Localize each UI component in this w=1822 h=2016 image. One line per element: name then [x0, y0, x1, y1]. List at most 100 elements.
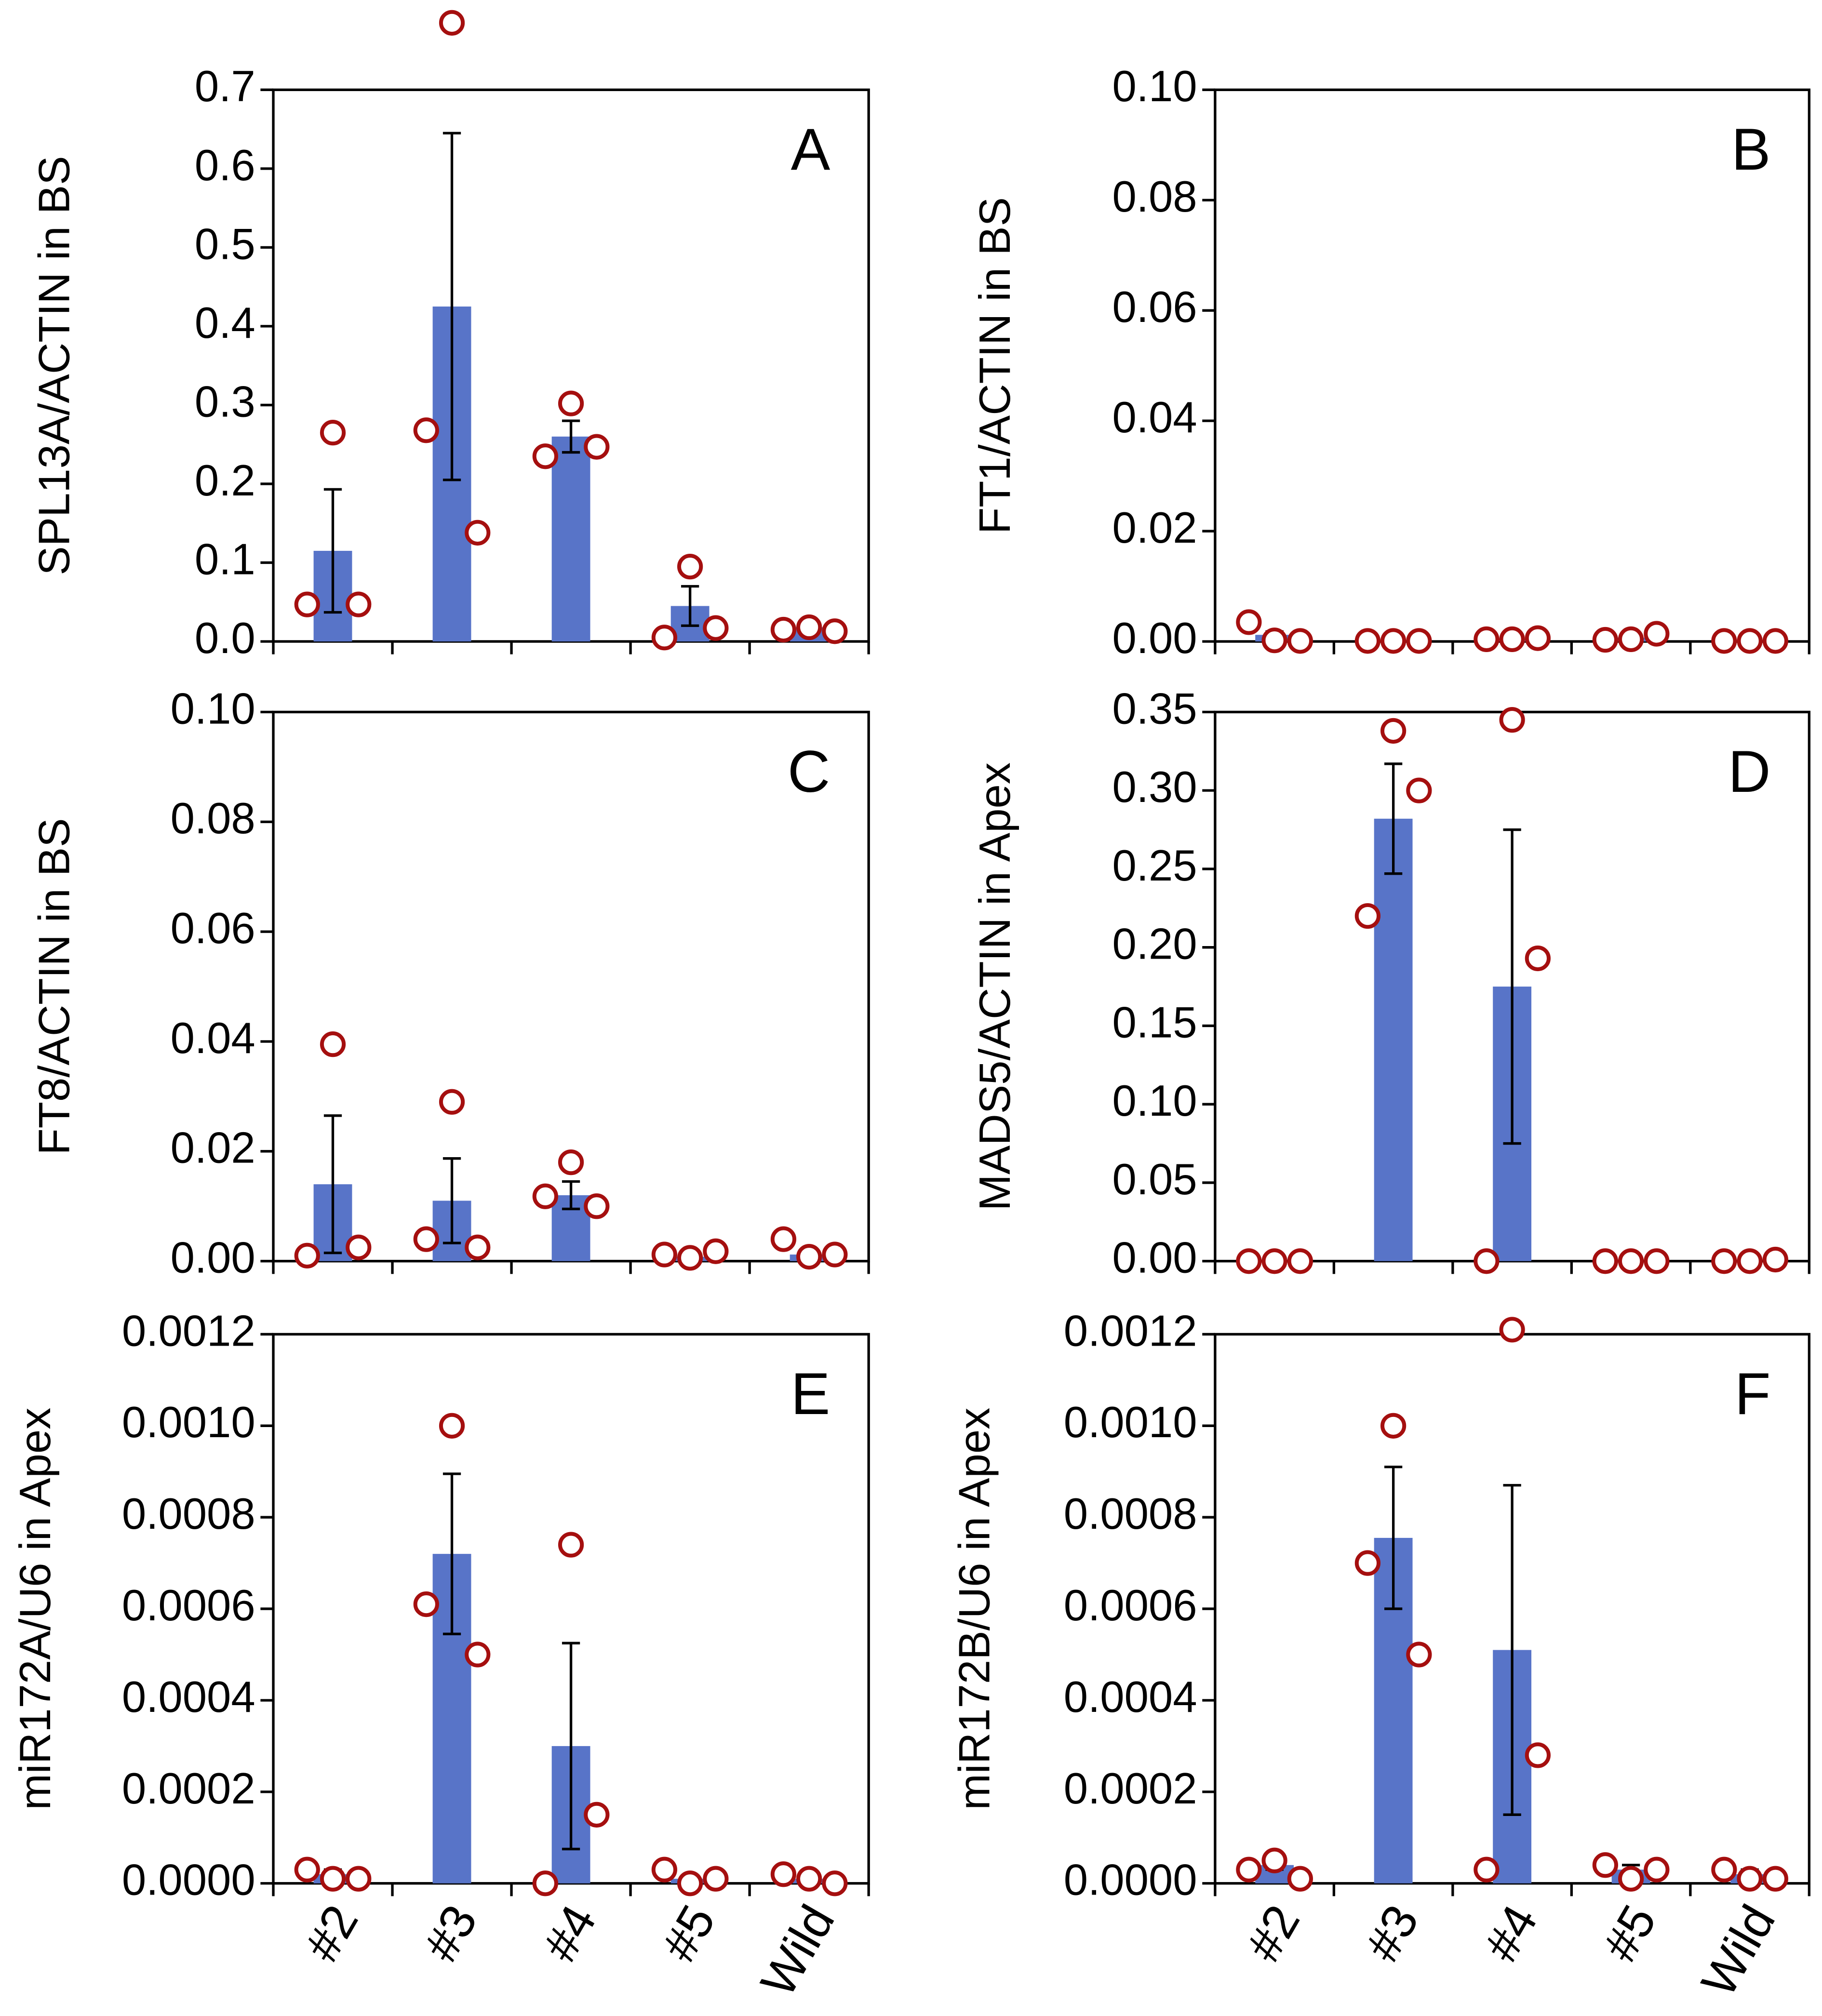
data-point — [1711, 1248, 1737, 1274]
data-point — [1737, 628, 1763, 654]
data-point — [1406, 628, 1432, 654]
data-point — [1499, 707, 1525, 733]
data-point — [1618, 1866, 1644, 1892]
y-tick-label: 0.00 — [171, 1234, 255, 1282]
x-tick-label: #2 — [1236, 1896, 1310, 1970]
y-tick-label: 0.04 — [1112, 393, 1197, 442]
data-point — [346, 1866, 372, 1892]
data-point — [584, 434, 610, 460]
data-point — [677, 1870, 703, 1896]
data-point — [413, 1226, 439, 1252]
data-point — [584, 1802, 610, 1828]
data-point — [822, 1242, 848, 1268]
data-point — [1380, 1413, 1407, 1439]
data-point — [770, 1861, 797, 1887]
data-point — [1592, 1852, 1619, 1878]
data-point — [465, 520, 491, 546]
data-point — [1406, 777, 1432, 803]
panel-letter: C — [788, 738, 830, 804]
data-point — [1592, 627, 1619, 653]
y-axis-label: MADS5/ACTIN in Apex — [971, 762, 1019, 1211]
data-point — [796, 1866, 822, 1892]
data-point — [413, 1591, 439, 1617]
data-point — [320, 1031, 346, 1057]
y-tick-label: 0.0010 — [122, 1398, 255, 1447]
x-tick-label: #2 — [295, 1896, 369, 1970]
data-point — [1762, 1866, 1788, 1892]
y-tick-label: 0.10 — [1112, 1077, 1197, 1125]
y-tick-label: 0.3 — [195, 377, 255, 426]
panel-letter: F — [1735, 1361, 1771, 1427]
data-point — [1711, 628, 1737, 654]
y-tick-label: 0.08 — [1112, 173, 1197, 221]
y-tick-label: 0.0012 — [122, 1307, 255, 1355]
data-point — [294, 591, 320, 617]
data-point — [294, 1242, 320, 1268]
data-point — [1287, 1866, 1313, 1892]
y-tick-label: 0.0004 — [122, 1673, 255, 1722]
data-point — [796, 614, 822, 641]
data-point — [1354, 628, 1381, 654]
panel-letter: D — [1728, 738, 1770, 804]
data-point — [439, 1089, 465, 1115]
x-tick-label: #4 — [1474, 1896, 1548, 1970]
error-bar — [562, 1180, 580, 1211]
y-tick-label: 0.02 — [171, 1124, 255, 1173]
data-point — [346, 591, 372, 617]
data-point — [1644, 1856, 1670, 1882]
data-point — [1525, 625, 1551, 651]
data-point — [703, 615, 729, 641]
y-tick-label: 0.00 — [1112, 1234, 1197, 1282]
error-bar — [1503, 1484, 1521, 1816]
y-tick-label: 0.6 — [195, 141, 255, 190]
data-point — [1474, 1856, 1500, 1882]
data-point — [1644, 621, 1670, 647]
data-point — [346, 1234, 372, 1260]
data-point — [1499, 626, 1525, 653]
y-tick-label: 0.0012 — [1064, 1307, 1197, 1355]
error-bar — [323, 488, 342, 614]
data-point — [294, 1856, 320, 1882]
y-tick-label: 0.06 — [1112, 283, 1197, 332]
error-bar — [1384, 762, 1403, 875]
y-tick-label: 0.0 — [195, 614, 255, 663]
panel-letter: B — [1731, 116, 1771, 182]
y-tick-label: 0.35 — [1112, 684, 1197, 733]
y-tick-label: 0.06 — [171, 904, 255, 953]
y-tick-label: 0.02 — [1112, 504, 1197, 552]
y-axis-label: FT8/ACTIN in BS — [30, 818, 79, 1155]
y-tick-label: 0.0000 — [1064, 1856, 1197, 1905]
x-tick-label: #4 — [533, 1896, 607, 1970]
error-bar — [1503, 828, 1521, 1145]
data-point — [1354, 903, 1381, 929]
y-axis-label: miR172A/U6 in Apex — [11, 1408, 60, 1810]
error-bar — [442, 1472, 461, 1635]
data-point — [465, 1234, 491, 1260]
data-point — [1644, 1248, 1670, 1274]
error-bar — [1384, 1466, 1403, 1610]
x-tick-label: Wild — [1691, 1896, 1785, 2005]
x-tick-label: #5 — [1593, 1896, 1667, 1970]
y-axis-label: FT1/ACTIN in BS — [971, 197, 1019, 534]
data-point — [584, 1193, 610, 1219]
data-point — [677, 1245, 703, 1271]
y-tick-label: 0.0008 — [122, 1490, 255, 1538]
y-axis-label: SPL13A/ACTIN in BS — [30, 156, 79, 575]
data-point — [1406, 1642, 1432, 1668]
data-point — [320, 1866, 346, 1892]
y-tick-label: 0.0002 — [122, 1764, 255, 1813]
y-tick-label: 0.20 — [1112, 920, 1197, 969]
data-point — [1287, 1248, 1313, 1274]
data-point — [770, 616, 797, 643]
error-bar — [323, 1114, 342, 1255]
y-tick-label: 0.0000 — [122, 1856, 255, 1905]
y-tick-label: 0.0002 — [1064, 1764, 1197, 1813]
data-point — [1525, 945, 1551, 972]
data-point — [1474, 626, 1500, 653]
data-point — [703, 1238, 729, 1264]
data-point — [1711, 1856, 1737, 1882]
data-point — [532, 443, 558, 469]
y-tick-label: 0.10 — [1112, 62, 1197, 111]
data-point — [796, 1243, 822, 1270]
y-axis-label: miR172B/U6 in Apex — [950, 1408, 999, 1810]
